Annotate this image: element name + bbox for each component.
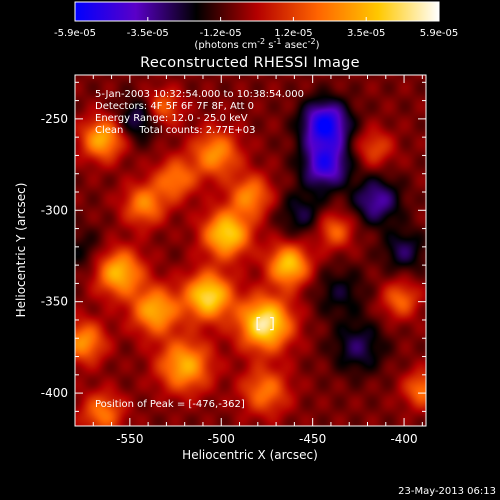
colorbar-tick-label: 5.9e-05: [420, 28, 458, 39]
x-axis: -550 -500 -450 -400: [92, 75, 423, 446]
x-axis-label: Heliocentric X (arcsec): [182, 448, 318, 462]
x-tick-label: -500: [208, 432, 235, 446]
annotation-detectors: Detectors: 4F 5F 6F 7F 8F, Att 0: [95, 101, 254, 112]
y-tick-label: -400: [41, 386, 68, 400]
annotation-counts: Clean Total counts: 2.77E+03: [95, 125, 255, 136]
peak-marker: [256, 317, 274, 331]
y-tick-label: -300: [41, 203, 68, 217]
colorbar-tick-label: -1.2e-05: [200, 28, 242, 39]
peak-position-label: Position of Peak = [-476,-362]: [95, 399, 245, 410]
y-axis: -250 -300 -350 -400: [41, 81, 426, 412]
chart-title: Reconstructed RHESSI Image: [140, 55, 360, 71]
x-tick-label: -450: [299, 432, 326, 446]
colorbar-tick-label: -3.5e-05: [127, 28, 169, 39]
y-axis-label: Heliocentric Y (arcsec): [14, 183, 28, 318]
footer-date: 23-May-2013 06:13: [398, 486, 496, 497]
colorbar-tick-label: 3.5e-05: [347, 28, 385, 39]
colorbar-tick-label: 1.2e-05: [274, 28, 312, 39]
x-tick-label: -400: [390, 432, 417, 446]
annotation-block: 5-Jan-2003 10:32:54.000 to 10:38:54.000 …: [95, 89, 304, 136]
annotation-time: 5-Jan-2003 10:32:54.000 to 10:38:54.000: [95, 89, 304, 100]
x-tick-label: -550: [116, 432, 143, 446]
y-tick-label: -250: [41, 112, 68, 126]
colorbar-units: (photons cm-2 s-1 asec-2): [194, 37, 319, 51]
colorbar: [74, 1, 440, 22]
colorbar-tick-label: -5.9e-05: [54, 28, 96, 39]
y-tick-label: -350: [41, 295, 68, 309]
plot-frame: [74, 74, 427, 427]
colorbar-ticks: -5.9e-05 -3.5e-05 -1.2e-05 1.2e-05 3.5e-05 5.…: [54, 17, 458, 39]
annotation-energy: Energy Range: 12.0 - 25.0 keV: [95, 113, 248, 124]
